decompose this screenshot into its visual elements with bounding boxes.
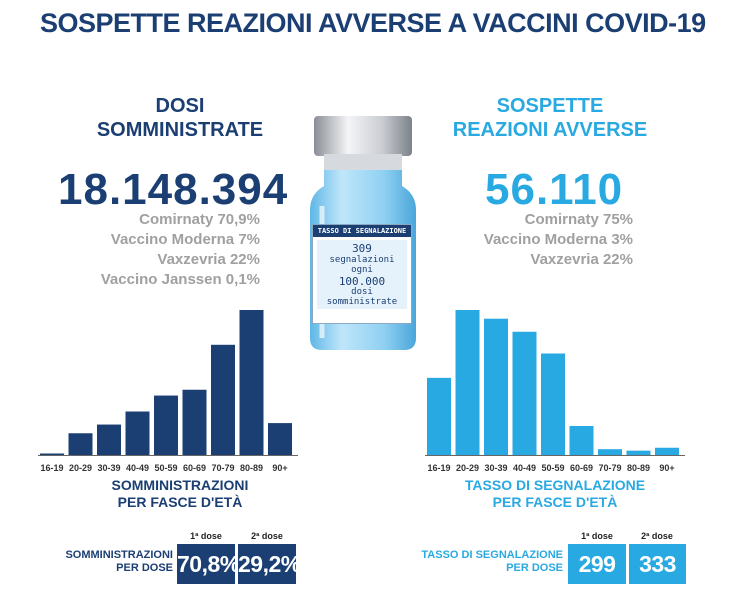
bar-50-59 (154, 395, 178, 455)
tick-label-60-69: 60-69 (183, 463, 206, 473)
reactions-heading-line1: SOSPETTE (496, 95, 604, 117)
reactions-share-item: Comirnaty 75% (524, 211, 633, 228)
tick-label-40-49: 40-49 (513, 463, 536, 473)
reactions-heading-line2: REAZIONI AVVERSE (452, 119, 648, 141)
tick-label-90+: 90+ (659, 463, 674, 473)
doses-first-dose-caption: 1ª dose (190, 531, 222, 541)
tick-label-80-89: 80-89 (240, 463, 263, 473)
doses-chart-title-line2: PER FASCE D'ETÀ (117, 494, 243, 510)
reactions-vaccine-shares: Comirnaty 75% Vaccino Moderna 3% Vaxzevr… (484, 210, 633, 270)
bar-70-79 (598, 449, 622, 455)
bar-20-29 (455, 310, 480, 455)
vial-rate-base: 100.000 (338, 275, 386, 288)
doses-heading-line2: SOMMINISTRATE (96, 119, 264, 141)
doses-share-item: Comirnaty 70,9% (139, 211, 260, 228)
tick-label-20-29: 20-29 (456, 463, 479, 473)
page-title: SOSPETTE REAZIONI AVVERSE A VACCINI COVI… (40, 8, 706, 38)
doses-per-dose-label-line2: PER DOSE (116, 562, 173, 574)
bar-40-49 (125, 411, 150, 455)
rate-per-dose-label-line1: TASSO DI SEGNALAZIONE (421, 549, 563, 561)
doses-heading: DOSI SOMMINISTRATE (70, 94, 290, 142)
bar-90+ (268, 423, 292, 455)
vial-neck (324, 154, 402, 170)
doses-per-dose-label: SOMMINISTRAZIONI PER DOSE (65, 549, 173, 575)
tick-label-70-79: 70-79 (598, 463, 621, 473)
doses-total: 18.148.394 (58, 165, 289, 214)
doses-chart-title: SOMMINISTRAZIONI PER FASCE D'ETÀ (60, 477, 300, 511)
vial-cap (314, 116, 412, 156)
rate-second-dose-value: 333 (626, 544, 686, 584)
rate-first-dose-caption: 1ª dose (581, 531, 613, 541)
vial-rate-text: dosi (351, 287, 373, 297)
rate-second-dose-caption: 2ª dose (641, 531, 673, 541)
doses-per-dose-label-line1: SOMMINISTRAZIONI (65, 549, 173, 561)
rate-first-dose-value: 299 (568, 544, 626, 584)
rate-per-dose-label-line2: PER DOSE (506, 562, 563, 574)
reporting-rate-age-chart: 16-19 20-29 30-39 40-49 50-59 60-69 70-79 80-89… (425, 310, 685, 473)
bar-50-59 (541, 353, 565, 455)
tick-label-80-89: 80-89 (627, 463, 650, 473)
tick-label-30-39: 30-39 (484, 463, 507, 473)
tick-label-60-69: 60-69 (570, 463, 593, 473)
doses-share-item: Vaccino Moderna 7% (110, 231, 260, 248)
tick-label-50-59: 50-59 (541, 463, 564, 473)
tick-label-30-39: 30-39 (97, 463, 120, 473)
bar-80-89 (626, 450, 651, 455)
reactions-total: 56.110 (485, 165, 624, 214)
reactions-heading: SOSPETTE REAZIONI AVVERSE (430, 94, 670, 142)
bar-60-69 (569, 426, 594, 455)
vial-label: TASSO DI SEGNALAZIONE 309 segnalazioni o… (312, 224, 412, 324)
doses-chart-title-line1: SOMMINISTRAZIONI (111, 477, 249, 493)
reactions-share-item: Vaccino Moderna 3% (483, 231, 633, 248)
bar-16-19 (427, 377, 451, 455)
tick-label-50-59: 50-59 (154, 463, 177, 473)
vial-label-title: TASSO DI SEGNALAZIONE (313, 225, 411, 237)
rate-chart-title-line2: PER FASCE D'ETÀ (492, 494, 618, 510)
rate-chart-title-line1: TASSO DI SEGNALAZIONE (464, 477, 646, 493)
tick-label-16-19: 16-19 (427, 463, 450, 473)
doses-second-dose-value: 29,2% (235, 544, 301, 584)
tick-label-16-19: 16-19 (40, 463, 63, 473)
rate-chart-title: TASSO DI SEGNALAZIONE PER FASCE D'ETÀ (425, 477, 685, 511)
doses-second-dose-caption: 2ª dose (251, 531, 283, 541)
bar-20-29 (68, 433, 93, 455)
bar-90+ (655, 447, 679, 455)
bar-80-89 (239, 310, 264, 455)
doses-age-chart: 16-19 20-29 30-39 40-49 50-59 60-69 70-79 80-89… (38, 310, 298, 473)
bar-30-39 (484, 318, 508, 455)
rate-per-dose-label: TASSO DI SEGNALAZIONE PER DOSE (421, 549, 563, 575)
tick-label-20-29: 20-29 (69, 463, 92, 473)
bar-16-19 (40, 453, 64, 455)
bar-30-39 (97, 424, 121, 455)
doses-share-item: Vaxzevria 22% (157, 251, 260, 268)
doses-vaccine-shares: Comirnaty 70,9% Vaccino Moderna 7% Vaxze… (101, 210, 260, 290)
doses-heading-line1: DOSI (155, 95, 205, 117)
bar-70-79 (211, 344, 235, 455)
vial-rate-value: 309 (352, 242, 372, 255)
vial-rate-text: segnalazioni (329, 255, 395, 265)
bar-60-69 (182, 389, 207, 455)
doses-first-dose-value: 70,8% (177, 544, 240, 584)
tick-label-40-49: 40-49 (126, 463, 149, 473)
tick-label-90+: 90+ (272, 463, 287, 473)
doses-share-item: Vaccino Janssen 0,1% (100, 271, 260, 288)
tick-label-70-79: 70-79 (211, 463, 234, 473)
vial-rate-text: ogni (351, 265, 373, 275)
reactions-share-item: Vaxzevria 22% (530, 251, 633, 268)
vial-rate-text: somministrate (326, 297, 398, 307)
bar-40-49 (512, 331, 537, 455)
